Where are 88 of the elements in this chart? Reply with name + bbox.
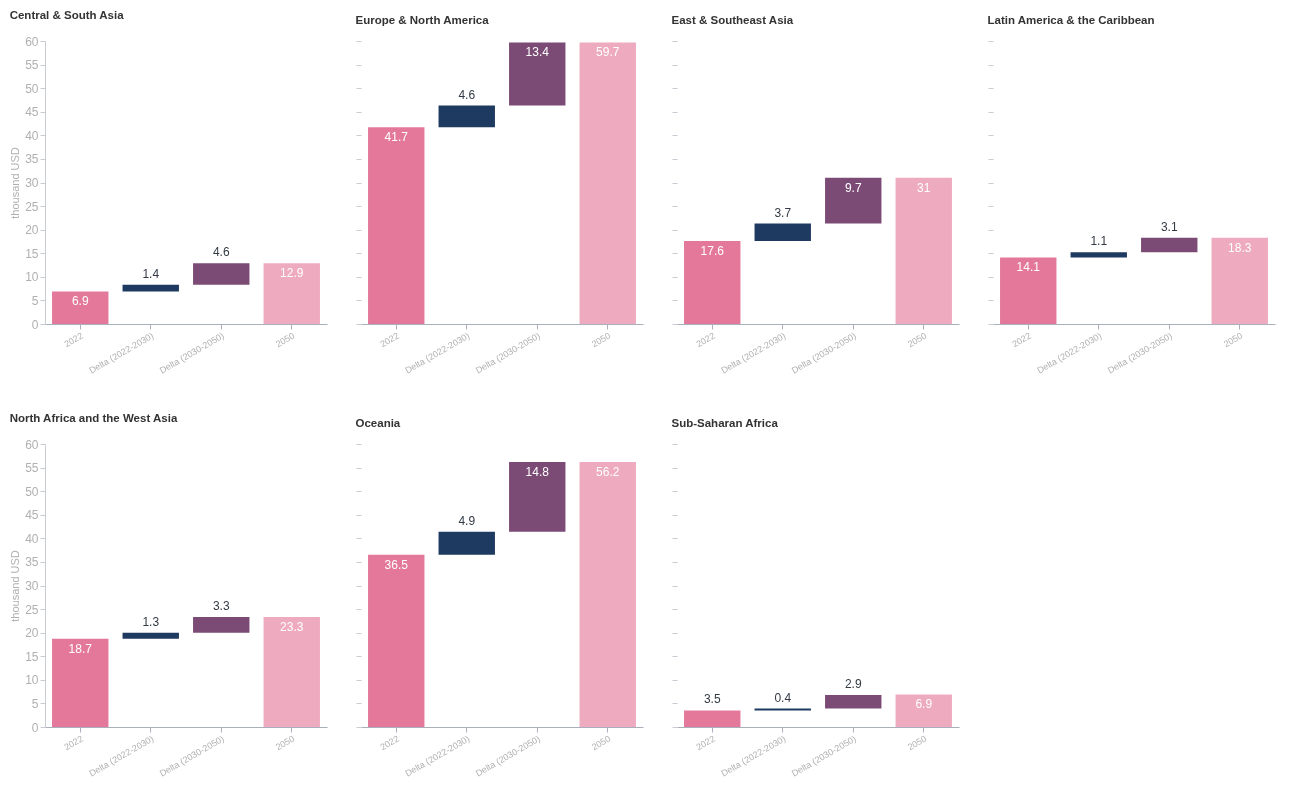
data-label: 3.7: [774, 205, 792, 220]
y-tick-label: 0: [31, 317, 39, 332]
y-tick-label: 35: [25, 152, 39, 167]
y-axis-title: thousand USD: [9, 147, 22, 219]
y-tick-label: 20: [25, 223, 39, 238]
bar: [825, 694, 882, 709]
data-label: 41.7: [384, 130, 409, 145]
data-label: 59.7: [596, 45, 620, 60]
y-tick-label: 40: [25, 128, 39, 143]
y-tick-label: 50: [25, 484, 39, 499]
data-label: 4.6: [212, 245, 230, 260]
y-tick-label: 0: [31, 720, 39, 735]
chart-title: Oceania: [355, 417, 401, 429]
data-label: 13.4: [525, 45, 550, 60]
y-tick-label: 30: [25, 176, 39, 190]
x-tick-label: 2050: [905, 330, 929, 350]
x-tick-label: 2022: [62, 330, 85, 350]
bar: [263, 617, 320, 727]
chart-title: East & Southeast Asia: [671, 14, 794, 26]
y-tick-label: 10: [25, 673, 39, 688]
y-tick-label: 55: [25, 461, 39, 476]
x-tick-label: 2022: [378, 733, 401, 753]
x-tick-label: 2050: [589, 330, 613, 350]
data-label: 4.9: [458, 513, 476, 528]
x-tick-label: 2022: [378, 330, 401, 350]
data-label: 36.5: [384, 557, 409, 572]
bar: [52, 291, 109, 324]
data-label: 17.6: [700, 243, 725, 258]
x-tick-label: 2022: [62, 733, 85, 753]
y-tick-label: 15: [25, 246, 39, 261]
x-tick-label: 2050: [905, 733, 929, 753]
y-tick-label: 5: [31, 293, 39, 308]
x-tick-label: 2022: [1010, 330, 1033, 350]
y-tick-label: 45: [25, 105, 39, 120]
data-label: 4.6: [458, 87, 476, 102]
y-tick-label: 10: [25, 270, 39, 285]
y-tick-label: 50: [25, 81, 39, 96]
y-axis-title: thousand USD: [9, 550, 22, 622]
y-tick-label: 25: [25, 199, 39, 214]
bar: [193, 263, 250, 285]
data-label: 0.4: [774, 690, 792, 705]
y-tick-label: 60: [25, 34, 39, 49]
y-tick-label: 40: [25, 531, 39, 546]
data-label: 1.1: [1090, 234, 1108, 249]
x-tick-label: 2050: [589, 733, 613, 753]
x-tick-label: 2050: [273, 330, 297, 350]
y-tick-label: 15: [25, 649, 39, 664]
bar: [52, 638, 109, 727]
data-label: 14.8: [525, 464, 550, 479]
data-label: 12.9: [280, 266, 304, 281]
y-tick-label: 25: [25, 602, 39, 617]
data-label: 1.4: [142, 266, 160, 281]
y-tick-label: 5: [31, 696, 39, 711]
bar: [122, 632, 179, 639]
chart-title: Sub-Saharan Africa: [671, 417, 779, 429]
y-tick-label: 20: [25, 626, 39, 641]
bar: [193, 617, 250, 633]
data-label: 1.3: [142, 614, 160, 629]
data-label: 31: [917, 180, 931, 195]
data-label: 56.2: [596, 464, 620, 479]
data-label: 14.1: [1016, 260, 1041, 275]
y-tick-label: 45: [25, 508, 39, 523]
bar: [895, 694, 952, 727]
bar: [122, 284, 179, 292]
data-label: 6.9: [915, 697, 933, 712]
chart-title: Central & South Asia: [9, 8, 125, 21]
x-tick-label: 2022: [694, 733, 717, 753]
data-label: 23.3: [280, 620, 304, 635]
data-label: 3.1: [1160, 219, 1178, 234]
chart-title: Europe & North America: [355, 14, 490, 26]
bar: [684, 710, 741, 727]
data-label: 3.3: [212, 599, 230, 614]
data-label: 6.9: [71, 294, 89, 309]
data-label: 9.7: [844, 180, 862, 195]
y-tick-label: 60: [25, 437, 39, 452]
data-label: 18.7: [68, 641, 93, 656]
x-tick-label: 2050: [1221, 330, 1245, 350]
x-tick-label: 2022: [694, 330, 717, 350]
chart-title: North Africa and the West Asia: [9, 411, 178, 424]
y-tick-label: 30: [25, 579, 39, 593]
data-label: 2.9: [844, 676, 862, 691]
bar: [263, 263, 320, 324]
x-tick-label: 2050: [273, 733, 297, 753]
chart-title: Latin America & the Caribbean: [987, 14, 1155, 26]
data-label: 3.5: [703, 692, 721, 707]
y-tick-label: 55: [25, 58, 39, 73]
data-label: 18.3: [1228, 240, 1252, 255]
y-tick-label: 35: [25, 555, 39, 570]
